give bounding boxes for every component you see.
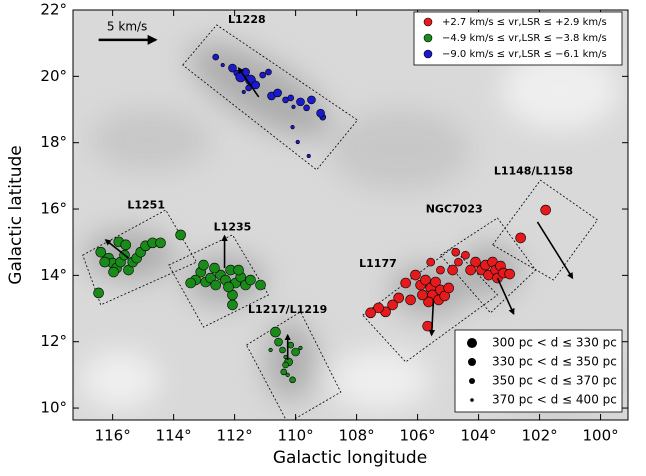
data-point	[211, 280, 221, 290]
x-tick-label: 106°	[400, 427, 436, 445]
data-point	[461, 251, 469, 259]
data-point	[109, 267, 119, 277]
region-label: L1228	[228, 13, 266, 26]
chart: Galactic longitude Galactic latitude 116…	[0, 0, 646, 472]
y-tick-label: 10°	[40, 399, 67, 417]
data-point	[444, 283, 454, 293]
legend-label: −4.9 km/s ≤ vr,LSR ≤ −3.8 km/s	[442, 33, 607, 44]
data-point	[296, 140, 300, 144]
data-point	[304, 105, 310, 111]
y-tick-label: 16°	[40, 200, 67, 218]
x-tick-label: 116°	[95, 427, 131, 445]
data-point	[242, 90, 246, 94]
size-legend-label: 330 pc < d ≤ 350 pc	[492, 355, 617, 369]
region-label: L1217/L1219	[248, 303, 327, 316]
x-axis-label: Galactic longitude	[273, 448, 427, 468]
size-legend-label: 370 pc < d ≤ 400 pc	[492, 393, 617, 407]
y-tick-label: 22°	[40, 1, 67, 19]
data-point	[269, 348, 273, 352]
y-tick-label: 20°	[40, 67, 67, 85]
data-point	[121, 240, 131, 250]
data-point	[290, 377, 296, 383]
data-point	[466, 265, 476, 275]
data-point	[234, 265, 244, 275]
data-point	[265, 69, 271, 75]
data-point	[283, 362, 289, 368]
x-tick-label: 104°	[461, 427, 497, 445]
data-point	[417, 290, 427, 300]
data-point	[279, 347, 285, 353]
data-point	[516, 233, 526, 243]
data-point	[227, 300, 237, 310]
data-point	[307, 154, 311, 158]
data-point	[292, 348, 300, 356]
x-tick-label: 100°	[582, 427, 618, 445]
x-tick-label: 110°	[278, 427, 314, 445]
page: Galactic longitude Galactic latitude 116…	[0, 0, 646, 476]
data-point	[275, 338, 283, 346]
data-point	[296, 98, 304, 106]
data-point	[199, 260, 209, 270]
x-tick-label: 112°	[217, 427, 253, 445]
y-tick-label: 12°	[40, 332, 67, 350]
data-point	[94, 288, 104, 298]
data-point	[317, 109, 325, 117]
size-legend-label: 350 pc < d ≤ 370 pc	[492, 374, 617, 388]
data-point	[288, 95, 294, 101]
legend-label: +2.7 km/s ≤ vr,LSR ≤ +2.9 km/s	[442, 17, 607, 28]
data-point	[286, 373, 290, 377]
data-point	[274, 89, 282, 97]
data-point	[454, 258, 462, 266]
region-label: L1235	[214, 220, 252, 233]
region-label: NGC7023	[426, 203, 483, 216]
region-label: L1177	[359, 257, 397, 270]
data-point	[224, 282, 234, 292]
data-point	[291, 125, 295, 129]
data-point	[256, 280, 266, 290]
data-point	[541, 205, 551, 215]
size-legend-marker	[469, 378, 475, 384]
x-tick-label: 108°	[339, 427, 375, 445]
y-tick-label: 14°	[40, 266, 67, 284]
region-label: L1148/L1158	[494, 165, 573, 178]
data-point	[307, 96, 315, 104]
data-point	[448, 265, 458, 275]
legend-marker	[424, 34, 432, 42]
x-tick-label: 102°	[521, 427, 557, 445]
data-point	[270, 327, 280, 337]
data-point	[100, 257, 110, 267]
data-point	[288, 342, 294, 348]
data-point	[401, 278, 411, 288]
data-point	[176, 230, 186, 240]
data-point	[156, 238, 166, 248]
data-point	[436, 266, 444, 274]
data-point	[410, 270, 420, 280]
y-tick-label: 18°	[40, 133, 67, 151]
data-point	[452, 248, 460, 256]
data-point	[260, 72, 266, 78]
data-point	[299, 346, 303, 350]
size-legend-marker	[467, 338, 477, 348]
legend-marker	[424, 18, 432, 26]
data-point	[186, 278, 196, 288]
legend-label: −9.0 km/s ≤ vr,LSR ≤ −6.1 km/s	[442, 49, 607, 60]
data-point	[427, 258, 435, 266]
legend-marker	[424, 50, 432, 58]
size-legend-marker	[468, 358, 476, 366]
data-point	[292, 105, 296, 109]
scale-label: 5 km/s	[107, 19, 147, 33]
data-point	[245, 275, 255, 285]
data-point	[213, 54, 219, 60]
x-tick-label: 114°	[156, 427, 192, 445]
size-legend-marker	[470, 398, 474, 402]
region-label: L1251	[127, 199, 165, 212]
y-axis-label: Galactic latitude	[6, 145, 26, 284]
data-point	[406, 295, 416, 305]
data-point	[221, 63, 225, 67]
data-point	[505, 269, 515, 279]
data-point	[366, 308, 376, 318]
data-point	[209, 263, 219, 273]
size-legend-label: 300 pc < d ≤ 330 pc	[492, 336, 617, 350]
